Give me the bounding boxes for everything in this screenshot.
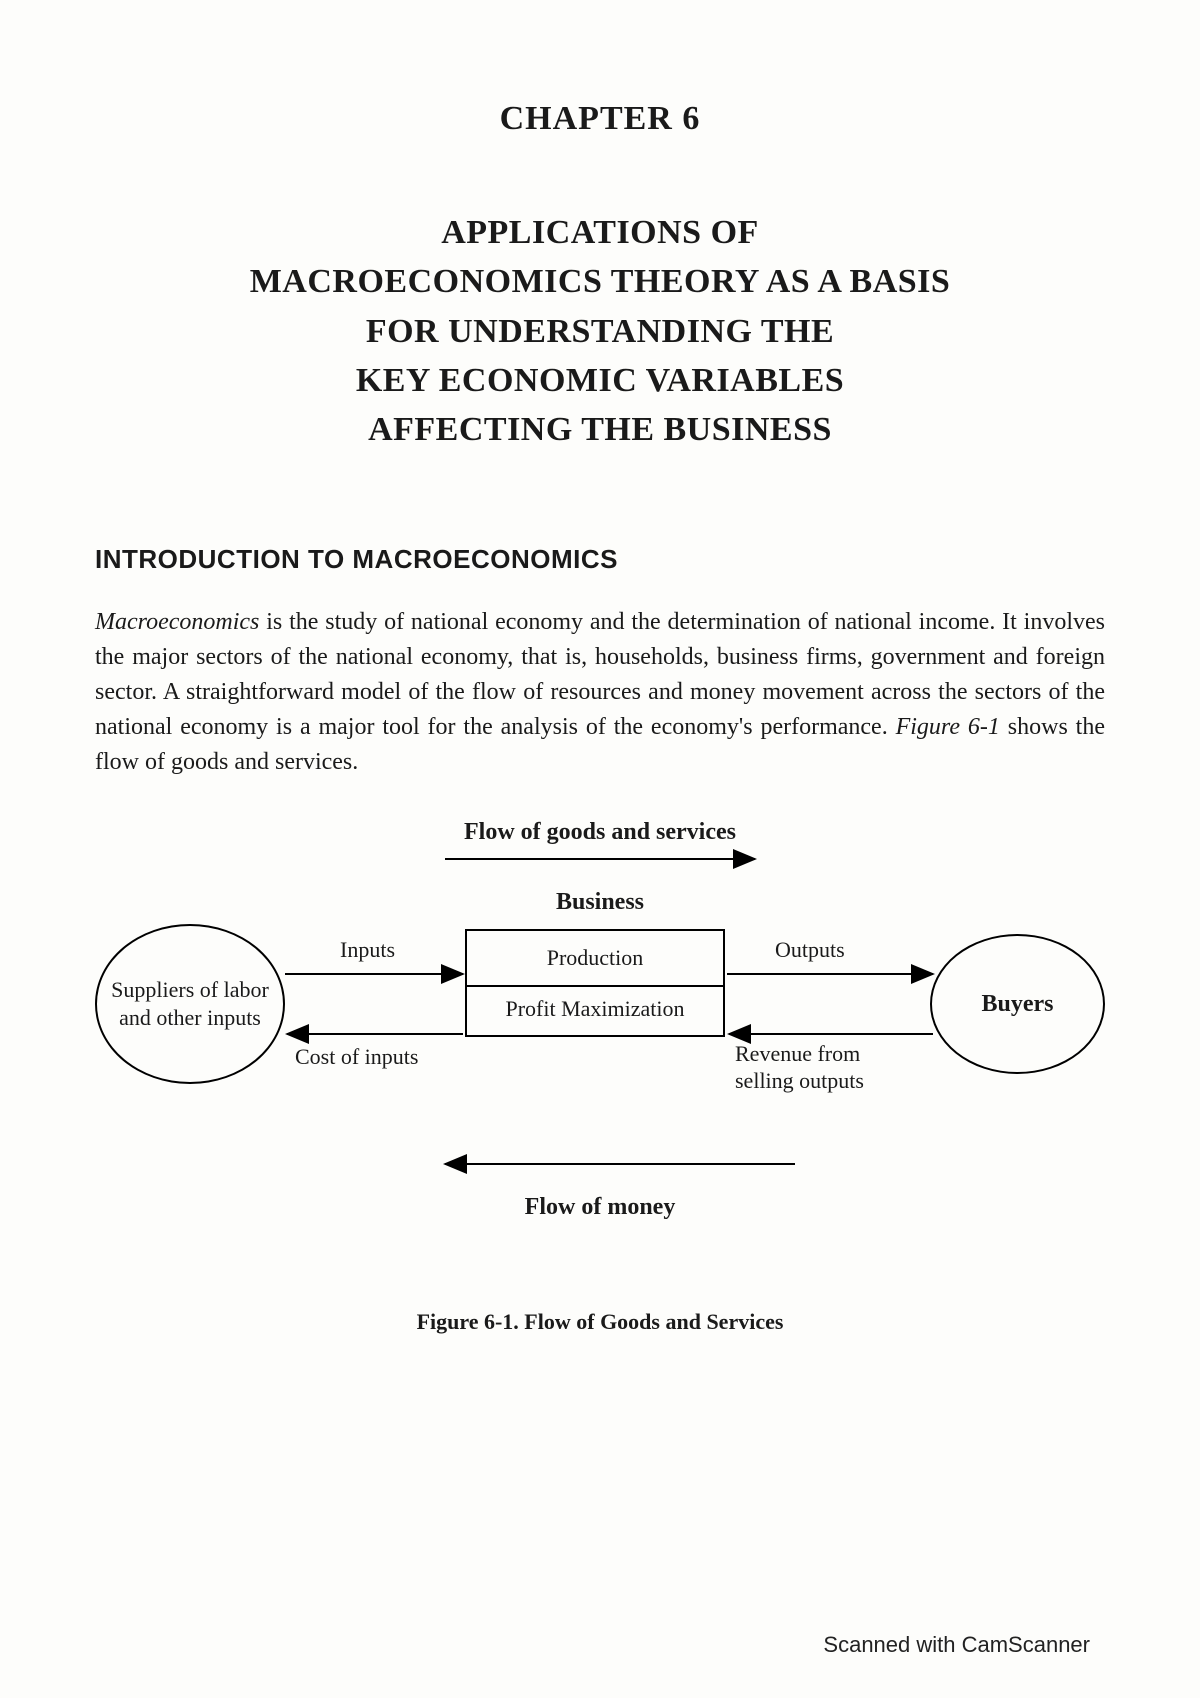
title-line: FOR UNDERSTANDING THE	[366, 313, 834, 350]
edge-label-outputs: Outputs	[775, 937, 845, 963]
bottom-flow-label: Flow of money	[95, 1194, 1105, 1221]
flow-diagram: Flow of goods and services Business Supp…	[95, 819, 1105, 1279]
figure-caption: Figure 6-1. Flow of Goods and Services	[95, 1309, 1105, 1335]
top-flow-label: Flow of goods and services	[95, 819, 1105, 846]
section-heading: INTRODUCTION TO MACROECONOMICS	[95, 544, 1105, 575]
buyers-node: Buyers	[930, 934, 1105, 1074]
edge-label-cost: Cost of inputs	[295, 1044, 418, 1070]
chapter-label: CHAPTER 6	[95, 100, 1105, 138]
profit-max-cell: Profit Maximization	[467, 987, 723, 1035]
scanner-watermark: Scanned with CamScanner	[823, 1632, 1090, 1658]
edge-label-revenue-text: Revenue from selling outputs	[735, 1041, 895, 1094]
intro-paragraph: Macroeconomics is the study of national …	[95, 605, 1105, 779]
figure-reference: Figure 6-1	[896, 714, 1000, 740]
business-center-box: Production Profit Maximization	[465, 929, 725, 1037]
term-macroeconomics: Macroeconomics	[95, 609, 259, 635]
chapter-title: APPLICATIONS OF MACROECONOMICS THEORY AS…	[95, 208, 1105, 454]
edge-label-revenue: Revenue from selling outputs	[735, 1041, 895, 1094]
title-line: APPLICATIONS OF	[441, 214, 759, 251]
suppliers-node: Suppliers of labor and other inputs	[95, 924, 285, 1084]
business-header-label: Business	[95, 889, 1105, 916]
production-cell: Production	[467, 931, 723, 987]
title-line: AFFECTING THE BUSINESS	[368, 411, 832, 448]
title-line: KEY ECONOMIC VARIABLES	[356, 362, 844, 399]
edge-label-inputs: Inputs	[340, 937, 395, 963]
title-line: MACROECONOMICS THEORY AS A BASIS	[250, 263, 951, 300]
